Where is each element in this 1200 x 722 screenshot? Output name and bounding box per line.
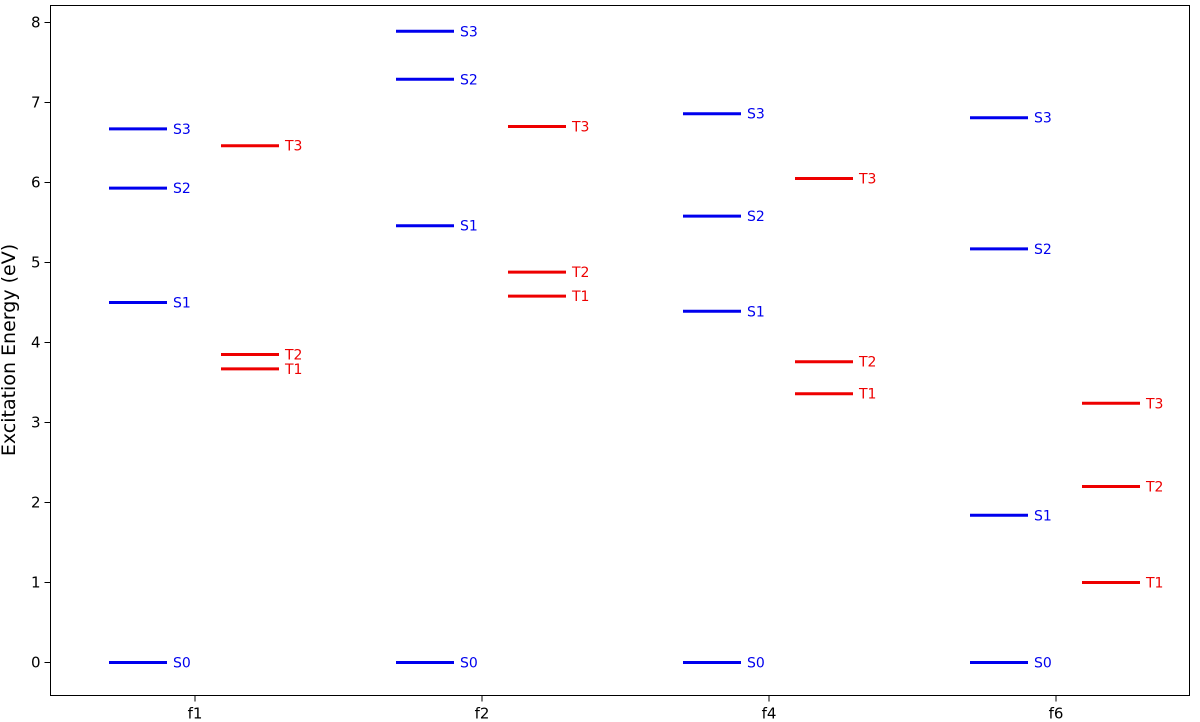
y-tick-label: 3 [31,414,41,432]
y-tick-label: 8 [31,14,41,32]
triplet-level-label: T3 [571,120,589,136]
singlet-level-label: S1 [1034,508,1052,524]
triplet-level-label: T1 [858,387,876,403]
singlet-level-label: S2 [1034,242,1052,258]
y-axis: 0 1 2 3 4 5 6 7 8 [31,14,51,672]
y-tick-label: 4 [31,334,41,352]
triplet-level-label: T2 [858,355,876,371]
triplet-level-label: T3 [858,172,876,188]
x-tick-label: f6 [1049,705,1064,722]
triplet-level-label: T1 [571,289,589,305]
triplet-level-label: T2 [284,348,302,364]
singlet-level-label: S1 [747,304,765,320]
singlet-level-label: S3 [747,107,765,123]
singlet-level-label: S0 [173,656,191,672]
energy-levels: S0S1S2S3T1T2T3S0S1S2S3T1T2T3S0S1S2S3T1T2… [109,24,1163,672]
triplet-level-label: T3 [284,139,302,155]
singlet-level-label: S0 [1034,656,1052,672]
y-tick-label: 2 [31,494,41,512]
x-tick-label: f4 [762,705,777,722]
singlet-level-label: S1 [173,296,191,312]
triplet-level-label: T3 [1145,396,1163,412]
triplet-level-label: T1 [1145,576,1163,592]
singlet-level-label: S0 [747,656,765,672]
y-tick-label: 7 [31,94,41,112]
molecule-group-f2: S0 S1 S2 S3 T1 T2 T3 [396,24,589,672]
x-tick-label: f2 [475,705,490,722]
molecule-group-f4: S0 S1 S2 S3 T1 T2 T3 [683,107,876,672]
singlet-level-label: S0 [460,656,478,672]
x-tick-label: f1 [188,705,203,722]
triplet-level-label: T1 [284,362,302,378]
y-tick-label: 6 [31,174,41,192]
singlet-level-label: S2 [173,181,191,197]
singlet-level-label: S2 [747,209,765,225]
singlet-level-label: S3 [460,24,478,40]
y-tick-label: 0 [31,654,41,672]
singlet-level-label: S1 [460,219,478,235]
y-tick-label: 5 [31,254,41,272]
x-axis: f1 f2 f4 f6 [188,695,1064,722]
y-tick-label: 1 [31,574,41,592]
plot-frame [50,5,1190,696]
singlet-level-label: S2 [460,72,478,88]
singlet-level-label: S3 [1034,111,1052,127]
triplet-level-label: T2 [571,265,589,281]
molecule-group-f6: S0 S1 S2 S3 T1 T2 T3 [970,111,1163,672]
triplet-level-label: T2 [1145,480,1163,496]
singlet-level-label: S3 [173,122,191,138]
y-axis-title: Excitation Energy (eV) [0,244,20,456]
